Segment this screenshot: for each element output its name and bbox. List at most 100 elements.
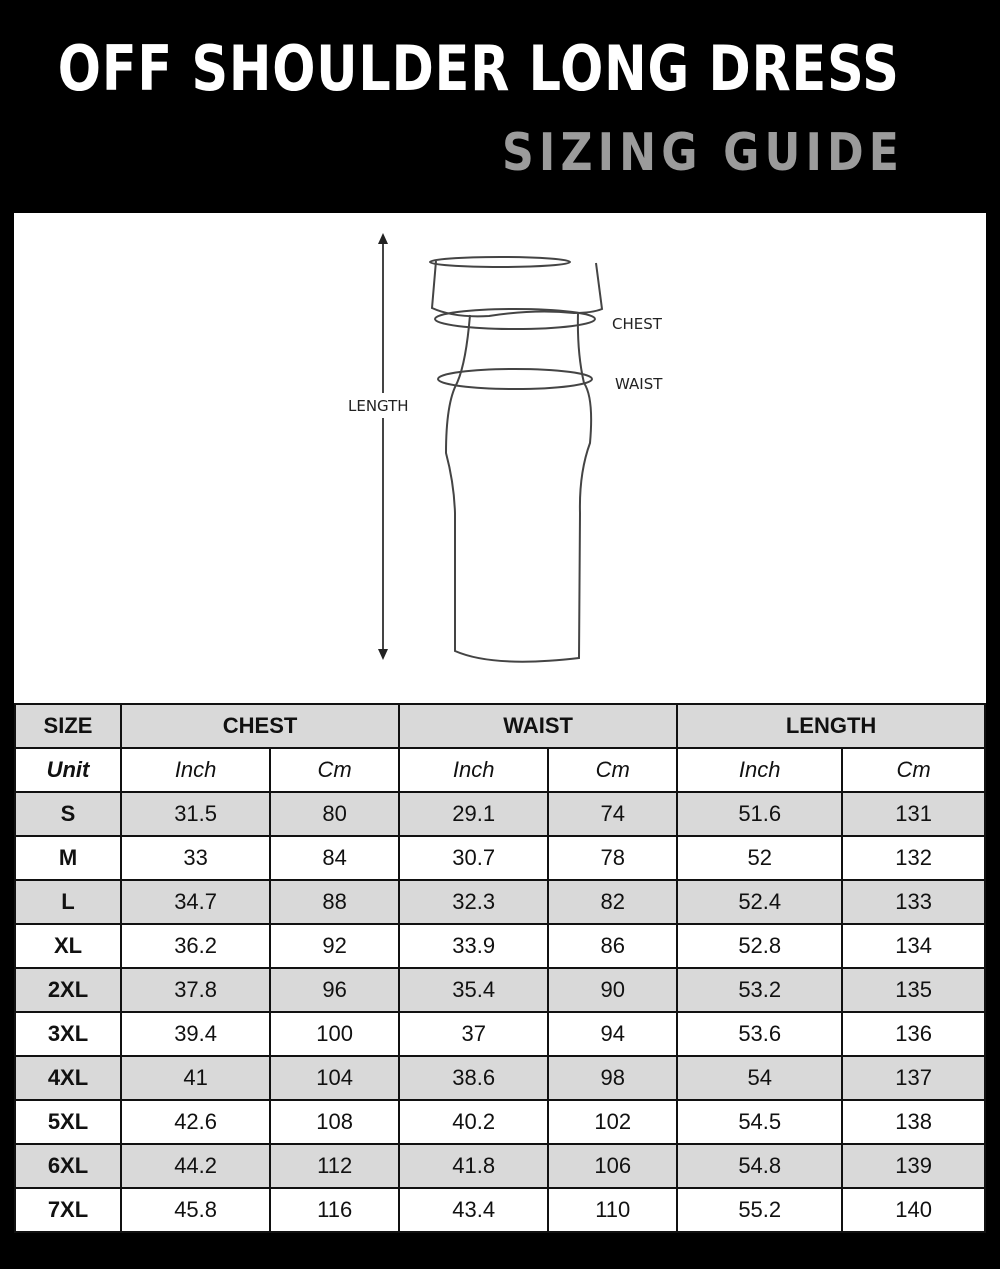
table-row: 3XL 39.4 100 37 94 53.6 136 [14,1011,986,1057]
unit-cell: Inch [398,747,550,793]
table-row: 7XL 45.8 116 43.4 110 55.2 140 [14,1187,986,1233]
page-title: OFF SHOULDER LONG DRESS [58,32,900,105]
size-cell: 3XL [14,1011,122,1057]
measurement-cell: 36.2 [119,923,272,969]
table-row: XL 36.2 92 33.9 86 52.8 134 [14,923,986,969]
dress-body [444,312,593,663]
measurement-cell: 54.5 [676,1099,844,1145]
dress-diagram: LENGTH CHEST WAIST [348,233,663,663]
measurement-cell: 54.8 [676,1143,844,1189]
measurement-cell: 90 [547,967,679,1013]
measurement-cell: 52.8 [676,923,844,969]
measurement-cell: 88 [269,879,401,925]
chest-measure-line [434,308,596,330]
measurement-cell: 134 [841,923,986,969]
unit-cell: Cm [841,747,986,793]
measurement-cell: 112 [269,1143,401,1189]
size-cell: 2XL [14,967,122,1013]
measurement-cell: 132 [841,835,986,881]
unit-label: Unit [14,747,122,793]
measurement-cell: 80 [269,791,401,837]
measurement-cell: 100 [269,1011,401,1057]
size-cell: L [14,879,122,925]
table-row: M 33 84 30.7 78 52 132 [14,835,986,881]
waist-header: WAIST [398,703,679,749]
measurement-cell: 30.7 [398,835,550,881]
measurement-cell: 104 [269,1055,401,1101]
table-row: 2XL 37.8 96 35.4 90 53.2 135 [14,967,986,1013]
size-cell: 5XL [14,1099,122,1145]
measurement-cell: 37.8 [119,967,272,1013]
size-cell: M [14,835,122,881]
measurement-cell: 116 [269,1187,401,1233]
measurement-cell: 44.2 [119,1143,272,1189]
measurement-cell: 31.5 [119,791,272,837]
measurement-cell: 40.2 [398,1099,550,1145]
measurement-cell: 92 [269,923,401,969]
measurement-cell: 138 [841,1099,986,1145]
neckline [429,256,571,268]
measurement-cell: 55.2 [676,1187,844,1233]
measurement-cell: 32.3 [398,879,550,925]
measurement-cell: 53.2 [676,967,844,1013]
table-row: 5XL 42.6 108 40.2 102 54.5 138 [14,1099,986,1145]
unit-cell: Cm [547,747,679,793]
table-row: S 31.5 80 29.1 74 51.6 131 [14,791,986,837]
size-cell: 7XL [14,1187,122,1233]
measurement-cell: 52 [676,835,844,881]
measurement-cell: 98 [547,1055,679,1101]
measurement-cell: 51.6 [676,791,844,837]
table-row: 4XL 41 104 38.6 98 54 137 [14,1055,986,1101]
measurement-cell: 34.7 [119,879,272,925]
size-cell: 6XL [14,1143,122,1189]
measurement-cell: 78 [547,835,679,881]
measurement-cell: 110 [547,1187,679,1233]
measurement-cell: 33.9 [398,923,550,969]
measurement-cell: 42.6 [119,1099,272,1145]
measurement-cell: 39.4 [119,1011,272,1057]
arrow-down-icon [378,649,388,660]
measurement-cell: 54 [676,1055,844,1101]
measurement-cell: 133 [841,879,986,925]
waist-label: WAIST [615,375,663,393]
measurement-cell: 136 [841,1011,986,1057]
unit-row: Unit Inch Cm Inch Cm Inch Cm [14,747,986,793]
measurement-cell: 74 [547,791,679,837]
arrow-up-icon [378,233,388,244]
size-chart-table: SIZE CHEST WAIST LENGTH Unit Inch Cm Inc… [14,703,986,1233]
dress-diagram-panel: LENGTH CHEST WAIST [14,213,986,703]
measurement-cell: 35.4 [398,967,550,1013]
unit-cell: Cm [269,747,401,793]
measurement-cell: 37 [398,1011,550,1057]
length-header: LENGTH [676,703,986,749]
measurement-cell: 131 [841,791,986,837]
table-row: L 34.7 88 32.3 82 52.4 133 [14,879,986,925]
measurement-cell: 38.6 [398,1055,550,1101]
measurement-cell: 41 [119,1055,272,1101]
page-subtitle: SIZING GUIDE [501,123,904,183]
measurement-cell: 135 [841,967,986,1013]
measurement-cell: 41.8 [398,1143,550,1189]
chest-header: CHEST [119,703,401,749]
length-label: LENGTH [348,397,409,415]
measurement-cell: 86 [547,923,679,969]
measurement-cell: 140 [841,1187,986,1233]
measurement-cell: 96 [269,967,401,1013]
measurement-cell: 102 [547,1099,679,1145]
measurement-cell: 139 [841,1143,986,1189]
measurement-cell: 84 [269,835,401,881]
size-cell: XL [14,923,122,969]
measurement-cell: 108 [269,1099,401,1145]
off-shoulder-band [430,260,604,318]
measurement-cell: 53.6 [676,1011,844,1057]
measurement-cell: 52.4 [676,879,844,925]
size-cell: 4XL [14,1055,122,1101]
table-row: 6XL 44.2 112 41.8 106 54.8 139 [14,1143,986,1189]
measurement-cell: 45.8 [119,1187,272,1233]
unit-cell: Inch [119,747,272,793]
measurement-cell: 94 [547,1011,679,1057]
measurement-cell: 82 [547,879,679,925]
measurement-cell: 33 [119,835,272,881]
size-header: SIZE [14,703,122,749]
chest-label: CHEST [612,315,663,333]
